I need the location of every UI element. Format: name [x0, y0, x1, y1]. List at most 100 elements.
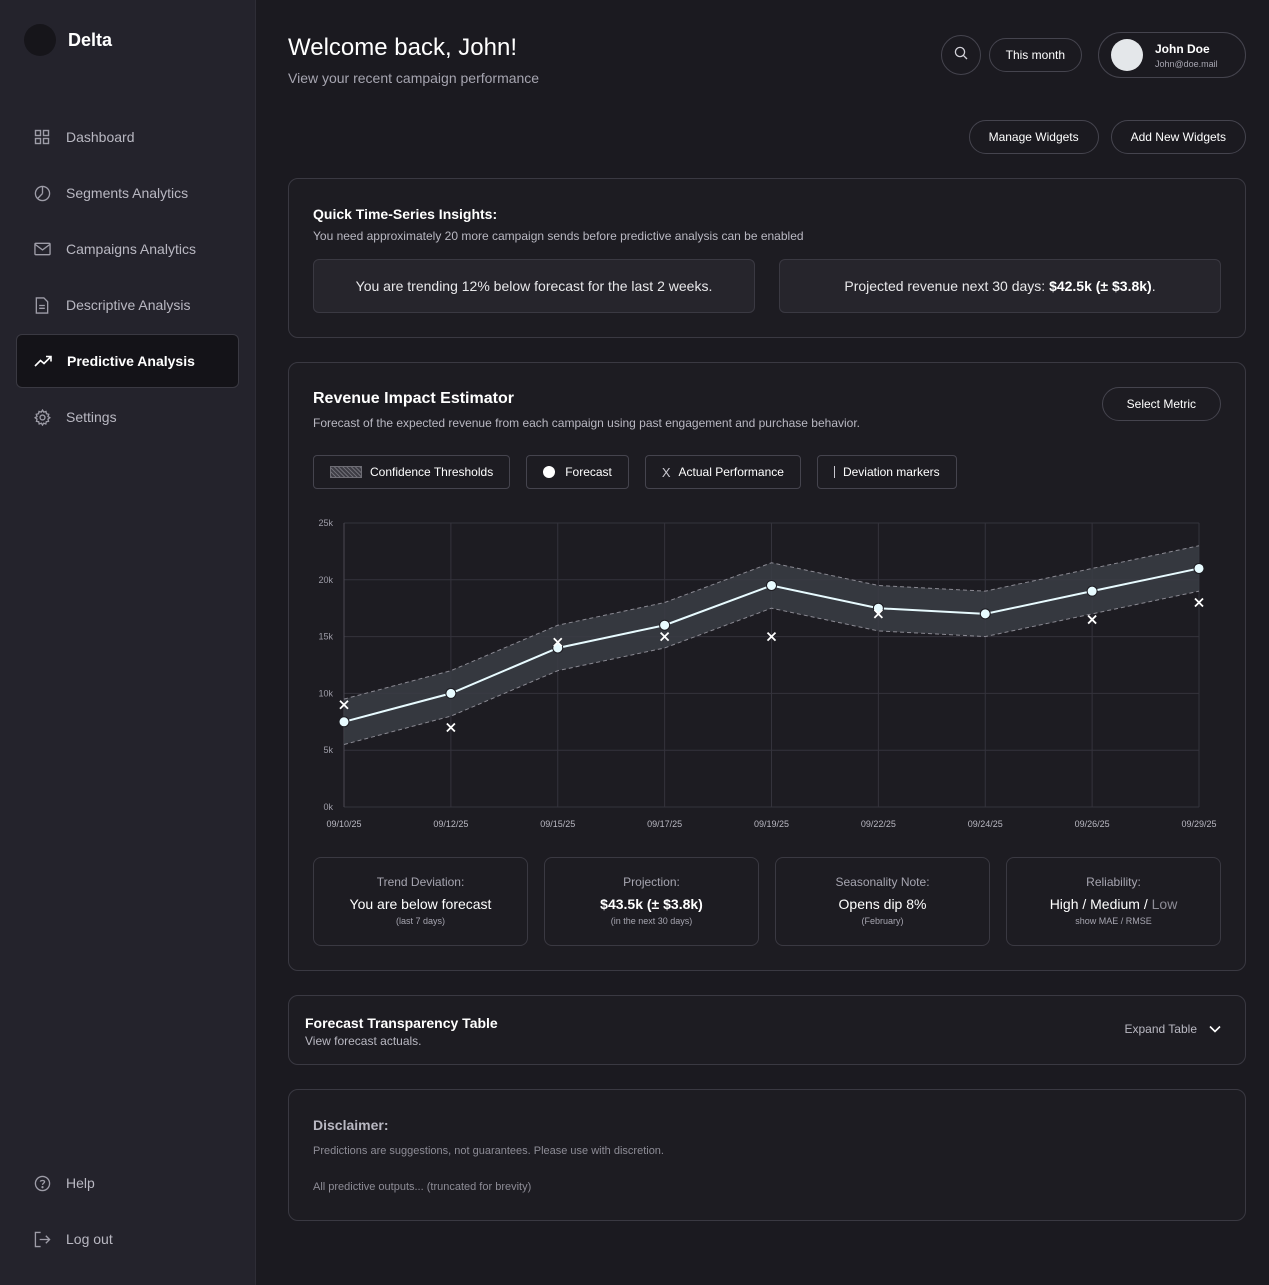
stat-projection: Projection: $43.5k (± $3.8k) (in the nex… — [544, 857, 759, 946]
sidebar-item-help[interactable]: Help — [16, 1156, 239, 1210]
x-tick-label: 09/15/25 — [540, 819, 575, 829]
sidebar-item-dashboard[interactable]: Dashboard — [16, 110, 239, 164]
sidebar-bottom: Help Log out — [16, 1156, 239, 1268]
confidence-swatch — [330, 466, 362, 478]
actual-point — [766, 631, 777, 642]
confidence-upper-line — [343, 545, 1200, 700]
x-tick-label: 09/26/25 — [1075, 819, 1110, 829]
grid-icon — [32, 127, 52, 147]
disclaimer-line-2: All predictive outputs... (truncated for… — [313, 1181, 532, 1193]
trend-insight: You are trending 12% below forecast for … — [313, 259, 755, 313]
transparency-subtitle: View forecast actuals. — [305, 1034, 422, 1048]
legend-forecast[interactable]: Forecast — [526, 455, 629, 489]
sidebar-item-predictive-analysis[interactable]: Predictive Analysis — [16, 334, 239, 388]
help-icon — [32, 1173, 52, 1193]
actual-point — [553, 637, 563, 647]
forecast-point — [552, 642, 564, 654]
legend-actual[interactable]: X Actual Performance — [644, 455, 801, 489]
period-selector[interactable]: This month — [988, 38, 1082, 72]
x-tick-label: 09/22/25 — [861, 819, 896, 829]
sidebar-item-campaigns-analytics[interactable]: Campaigns Analytics — [16, 222, 239, 276]
reliability-high-medium[interactable]: High / Medium / — [1049, 896, 1152, 912]
disclaimer-line-1: Predictions are suggestions, not guarant… — [313, 1145, 664, 1157]
deviation-swatch — [833, 466, 835, 478]
disclaimer-card: Disclaimer: Predictions are suggestions,… — [288, 1089, 1246, 1221]
revenue-estimator-card: Revenue Impact Estimator Forecast of the… — [288, 362, 1246, 971]
actual-point — [339, 700, 349, 710]
confidence-lower-line — [343, 590, 1200, 746]
actual-point — [1087, 614, 1097, 625]
sidebar-item-label: Descriptive Analysis — [66, 297, 191, 313]
trending-up-icon — [33, 351, 53, 371]
y-tick-label: 5k — [323, 745, 333, 755]
x-tick-label: 09/17/25 — [647, 819, 682, 829]
brand-name: Delta — [68, 29, 113, 50]
quick-insights-subtitle: You need approximately 20 more campaign … — [313, 229, 804, 243]
stat-note: (February) — [861, 916, 904, 926]
reliability-metrics-link[interactable]: show MAE / RMSE — [1075, 916, 1152, 926]
forecast-point — [1086, 585, 1098, 597]
transparency-table-card[interactable]: Forecast Transparency Table View forecas… — [288, 995, 1246, 1065]
legend-deviation-label: Deviation markers — [842, 465, 940, 479]
document-icon — [32, 295, 52, 315]
chart-legend: Confidence Thresholds Forecast X Actual … — [313, 455, 973, 489]
chevron-down-icon — [1209, 1025, 1221, 1033]
logout-icon — [32, 1229, 52, 1249]
legend-confidence[interactable]: Confidence Thresholds — [313, 455, 511, 489]
stat-trend-deviation: Trend Deviation: You are below forecast … — [313, 857, 528, 946]
sidebar-item-label: Segments Analytics — [66, 185, 189, 201]
sidebar-item-logout[interactable]: Log out — [16, 1212, 239, 1266]
actual-point — [446, 722, 456, 733]
page-subtitle: View your recent campaign performance — [288, 70, 540, 86]
forecast-point — [766, 579, 777, 591]
sidebar-item-label: Help — [66, 1175, 95, 1191]
revenue-estimator-subtitle: Forecast of the expected revenue from ea… — [313, 416, 861, 430]
projection-insight-value: $42.5k (± $3.8k) — [1049, 278, 1152, 294]
y-tick-label: 20k — [318, 575, 333, 585]
revenue-chart: 0k 5k 10k 15k 20k 25k 09/10/25 09/12/25 09/15/25… — [318, 518, 1216, 829]
y-tick-label: 25k — [318, 518, 333, 528]
add-widgets-button[interactable]: Add New Widgets — [1110, 120, 1246, 154]
x-tick-label: 09/12/25 — [433, 819, 468, 829]
legend-actual-label: Actual Performance — [678, 465, 784, 479]
forecast-point — [338, 716, 350, 728]
legend-confidence-label: Confidence Thresholds — [370, 465, 494, 479]
actual-point — [873, 609, 884, 619]
pie-chart-icon — [32, 183, 52, 203]
x-tick-label: 09/24/25 — [968, 819, 1003, 829]
expand-table-button[interactable]: Expand Table — [1124, 1022, 1221, 1036]
forecast-point — [445, 687, 457, 699]
projection-insight-text: Projected revenue next 30 days: — [844, 278, 1050, 294]
stat-label: Projection: — [623, 875, 680, 889]
user-menu[interactable]: John Doe John@doe.mail — [1098, 32, 1246, 78]
manage-widgets-button[interactable]: Manage Widgets — [968, 120, 1099, 154]
sidebar-item-label: Campaigns Analytics — [66, 241, 196, 257]
sidebar-nav: Dashboard Segments Analytics Campaigns A… — [16, 110, 239, 446]
legend-forecast-label: Forecast — [565, 465, 612, 479]
y-tick-label: 10k — [318, 688, 333, 698]
sidebar-item-settings[interactable]: Settings — [16, 390, 239, 444]
stat-seasonality: Seasonality Note: Opens dip 8% (February… — [775, 857, 990, 946]
reliability-low[interactable]: Low — [1151, 896, 1178, 912]
page-title: Welcome back, John! — [288, 34, 517, 61]
legend-deviation[interactable]: Deviation markers — [816, 455, 957, 489]
quick-insights-card: Quick Time-Series Insights: You need app… — [288, 178, 1246, 338]
sidebar-item-descriptive-analysis[interactable]: Descriptive Analysis — [16, 278, 239, 332]
stat-value: $43.5k (± $3.8k) — [600, 896, 703, 912]
select-metric-button[interactable]: Select Metric — [1101, 387, 1221, 421]
stat-value: High / Medium / Low — [1007, 896, 1220, 912]
brand[interactable]: Delta — [24, 24, 112, 56]
forecast-point — [872, 602, 884, 614]
sidebar-item-label: Predictive Analysis — [67, 353, 195, 369]
stat-note: (last 7 days) — [395, 916, 446, 926]
stat-label: Reliability: — [1086, 875, 1141, 889]
y-tick-label: 0k — [323, 802, 333, 812]
trend-insight-text: You are trending 12% below forecast for … — [355, 278, 713, 294]
sidebar-item-label: Settings — [66, 409, 117, 425]
search-icon — [954, 46, 968, 65]
brand-logo — [24, 24, 56, 56]
stat-value: You are below forecast — [349, 896, 492, 912]
sidebar-item-segments-analytics[interactable]: Segments Analytics — [16, 166, 239, 220]
y-tick-label: 15k — [318, 632, 333, 642]
search-button[interactable] — [940, 35, 981, 75]
